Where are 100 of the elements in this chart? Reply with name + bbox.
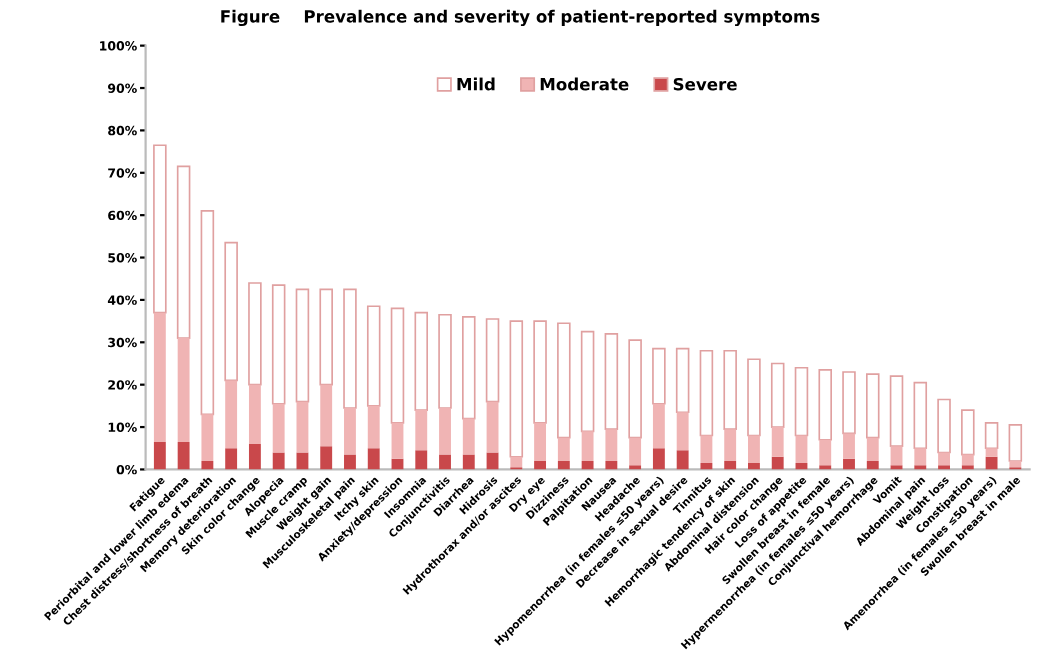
- bar: [272, 452, 285, 470]
- bar: [771, 427, 784, 457]
- bar: [320, 384, 333, 447]
- bar: [509, 320, 524, 458]
- bar: [652, 403, 665, 449]
- bar: [177, 338, 190, 442]
- bar: [604, 332, 619, 431]
- bar: [557, 460, 570, 470]
- bar: [748, 463, 760, 470]
- bar: [439, 454, 451, 470]
- bar: [700, 463, 713, 470]
- bar: [462, 418, 475, 455]
- bar: [842, 371, 856, 435]
- bar: [153, 144, 167, 314]
- bar: [390, 307, 405, 424]
- bar: [794, 366, 809, 437]
- bar: [961, 409, 975, 456]
- bar: [415, 450, 428, 470]
- bar: [485, 318, 500, 403]
- bar: [605, 429, 618, 461]
- bar: [557, 322, 571, 439]
- bar: [153, 441, 166, 470]
- bar: [676, 450, 689, 470]
- bar: [295, 288, 310, 403]
- bar: [747, 358, 761, 437]
- bar: [534, 460, 547, 470]
- bar: [415, 410, 428, 451]
- bar: [225, 380, 238, 449]
- bar: [984, 421, 999, 450]
- bar: [700, 435, 713, 464]
- bar: [510, 456, 523, 468]
- bar: [414, 311, 429, 411]
- bar: [629, 437, 642, 466]
- bar: [366, 305, 381, 407]
- bar: [533, 320, 547, 424]
- bar: [866, 460, 879, 470]
- bar: [177, 441, 190, 470]
- bar: [391, 422, 404, 459]
- bar: [652, 448, 665, 470]
- bar: [865, 373, 880, 439]
- bar: [1009, 460, 1022, 468]
- bar: [652, 347, 666, 405]
- bar: [605, 460, 618, 470]
- bar: [1008, 424, 1023, 462]
- bar: [225, 448, 238, 470]
- bar: [581, 431, 594, 461]
- bar: [985, 448, 998, 457]
- bar: [795, 435, 808, 464]
- bar: [913, 381, 928, 450]
- bar: [937, 398, 951, 454]
- bar: [367, 448, 380, 470]
- bar: [200, 210, 215, 416]
- bar: [344, 407, 356, 455]
- bar: [557, 437, 570, 461]
- bar: [367, 405, 380, 449]
- bar: [581, 460, 594, 470]
- bar: [819, 439, 832, 466]
- bar: [724, 429, 737, 461]
- bar: [771, 456, 784, 470]
- bar: [344, 454, 356, 470]
- bar: [486, 452, 499, 470]
- bar: [201, 414, 214, 461]
- bar: [296, 452, 309, 470]
- bar: [248, 282, 262, 386]
- bar: [438, 313, 452, 409]
- bar: [486, 401, 499, 453]
- bar: [770, 362, 785, 428]
- bar: [676, 412, 689, 451]
- chart-title: Figure Prevalence and severity of patient-reported symptoms: [221, 9, 820, 27]
- bar: [296, 401, 309, 453]
- bar: [224, 241, 238, 382]
- bar: [723, 349, 737, 431]
- bar: [675, 347, 690, 414]
- bar: [699, 349, 714, 437]
- bar: [843, 458, 855, 470]
- bar: [439, 407, 451, 455]
- bar: [580, 330, 595, 433]
- bar: [534, 422, 547, 461]
- legend-label: Moderate: [540, 77, 629, 91]
- bar: [724, 460, 737, 470]
- bar: [153, 312, 166, 442]
- bar: [818, 369, 833, 441]
- bar: [843, 433, 855, 459]
- bar: [889, 375, 904, 447]
- bar: [343, 288, 357, 409]
- legend-label: Severe: [673, 77, 737, 91]
- bar: [890, 446, 903, 466]
- bar: [176, 165, 191, 339]
- bar: [248, 444, 261, 470]
- bar: [628, 339, 642, 439]
- bar: [462, 316, 476, 420]
- bar: [961, 454, 974, 466]
- bar: [248, 384, 261, 445]
- bar: [462, 454, 475, 470]
- bar: [985, 456, 998, 470]
- bar: [272, 403, 285, 453]
- bar: [914, 448, 927, 466]
- bar: [748, 435, 760, 464]
- legend-label: Mild: [457, 77, 495, 91]
- bar: [271, 284, 286, 405]
